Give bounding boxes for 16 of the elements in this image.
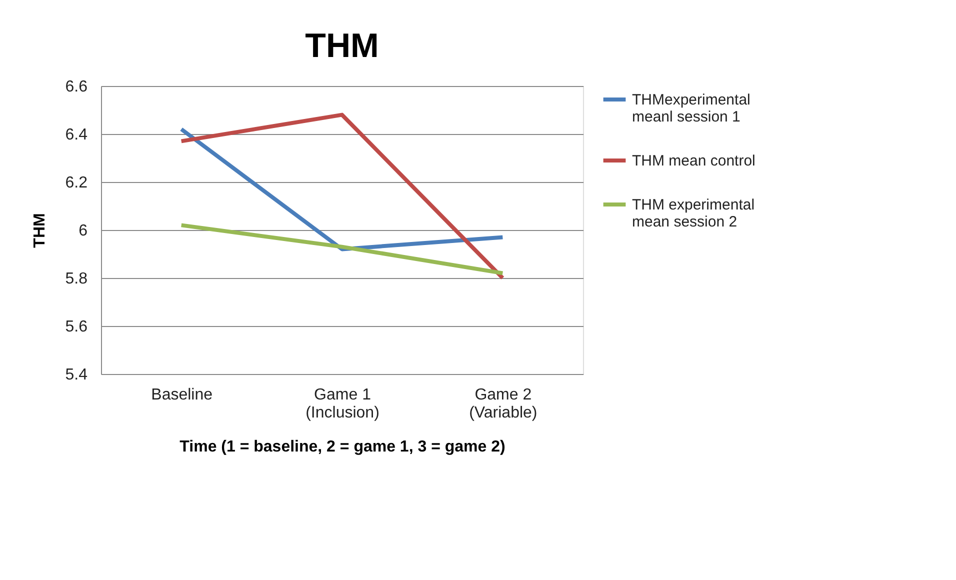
y-tick-label: 5.4 [65,366,88,384]
legend-label: THM experimental mean session 2 [632,196,755,230]
x-tick-label: Game 1 (Inclusion) [306,386,380,422]
y-tick-label: 6.6 [65,78,88,96]
y-tick-label: 6.4 [65,126,88,144]
y-tick-label: 6.2 [65,174,88,192]
y-axis-title: THM [31,213,48,248]
x-tick-label: Game 2 (Variable) [469,386,538,422]
y-tick-label: 5.8 [65,270,88,288]
y-tick-label: 5.6 [65,318,88,336]
legend-label: THMexperimental meanl session 1 [632,92,750,126]
x-axis-title: Time (1 = baseline, 2 = game 1, 3 = game 2) [180,438,506,456]
x-tick-label: Baseline [151,386,213,404]
legend-label: THM mean control [632,152,756,170]
chart-title: THM [305,27,379,65]
y-tick-label: 6 [78,222,88,240]
